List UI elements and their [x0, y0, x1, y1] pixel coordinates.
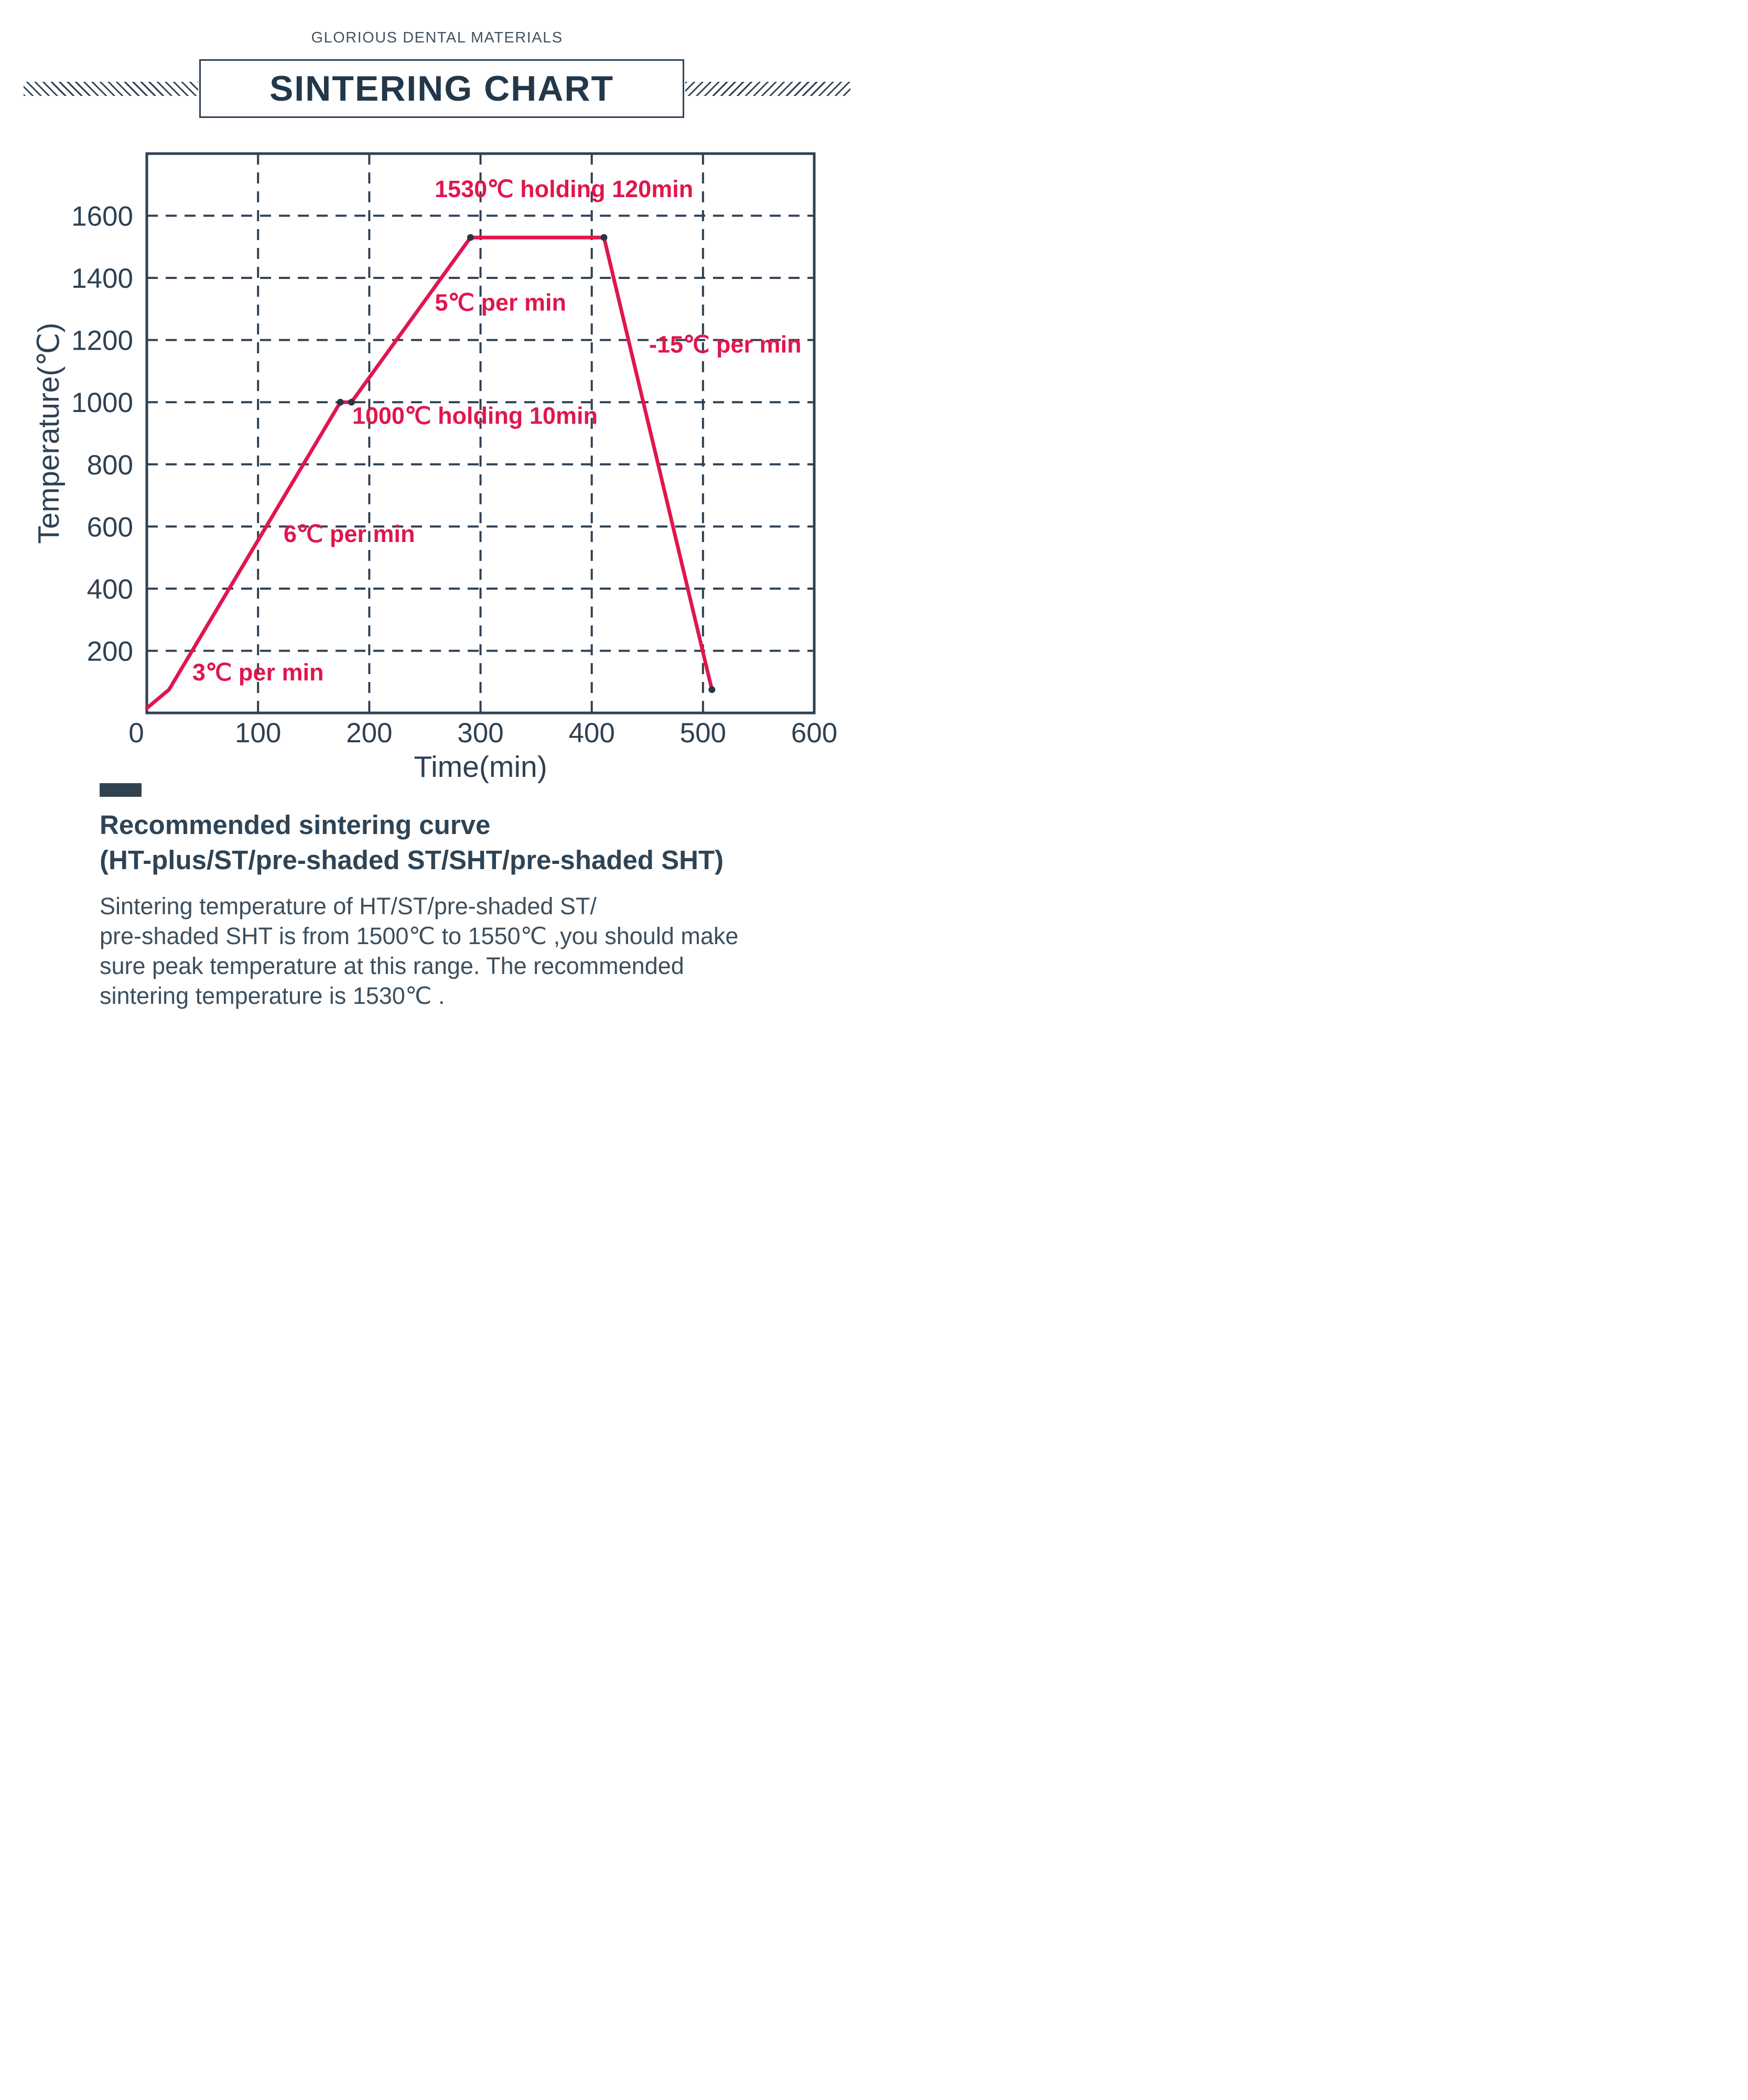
curve-annotation: 1000℃ holding 10min: [352, 403, 598, 429]
footer-heading-line1: Recommended sintering curve: [100, 810, 491, 840]
right-hatch-decoration: [685, 82, 850, 96]
x-tick-label: 0: [128, 718, 144, 749]
footer-heading-line2: (HT-plus/ST/pre-shaded ST/SHT/pre-shaded…: [100, 845, 724, 875]
curve-marker: [600, 234, 608, 241]
y-tick-label: 800: [87, 450, 133, 481]
x-tick-label: 400: [568, 718, 614, 749]
title-box: SINTERING CHART: [199, 59, 684, 118]
curve-marker: [708, 686, 716, 694]
paragraph-line: Sintering temperature of HT/ST/pre-shade…: [100, 893, 597, 919]
x-tick-label: 600: [791, 718, 837, 749]
y-tick-label: 1400: [71, 263, 133, 294]
left-hatch-decoration: [24, 82, 198, 96]
y-tick-label: 1200: [71, 326, 133, 356]
brand-name: GLORIOUS DENTAL MATERIALS: [311, 29, 563, 46]
y-tick-label: 1000: [71, 387, 133, 418]
curve-annotation: 1530℃ holding 120min: [435, 176, 693, 202]
page: GLORIOUS DENTAL MATERIALS SINTERING CHAR…: [0, 0, 874, 1050]
x-tick-label: 300: [457, 718, 503, 749]
x-tick-label: 200: [346, 718, 392, 749]
curve-annotation: 3℃ per min: [192, 659, 324, 686]
footer-heading: Recommended sintering curve (HT-plus/ST/…: [100, 807, 844, 878]
x-axis-title: Time(min): [414, 750, 547, 784]
y-axis-title: Temperature(℃): [32, 323, 66, 544]
footer-paragraph: Sintering temperature of HT/ST/pre-shade…: [100, 891, 823, 1011]
curve-annotation: -15℃ per min: [649, 331, 802, 358]
paragraph-line: pre-shaded SHT is from 1500℃ to 1550℃ ,y…: [100, 923, 739, 950]
curve-annotation: 6℃ per min: [284, 521, 415, 547]
plot-border: [145, 152, 816, 715]
y-tick-label: 400: [87, 574, 133, 605]
curve-annotation: 5℃ per min: [435, 289, 566, 316]
curve-marker: [467, 234, 474, 241]
section-marker: [100, 783, 142, 797]
paragraph-line: sintering temperature is 1530℃ .: [100, 982, 445, 1010]
sintering-chart-svg: 1530℃ holding 120min 5℃ per min -15℃ per m…: [32, 152, 837, 784]
x-tick-label: 100: [235, 718, 281, 749]
paragraph-line: sure peak temperature at this range. The…: [100, 952, 684, 980]
page-title: SINTERING CHART: [269, 69, 614, 109]
curve-marker: [337, 398, 344, 406]
chart-figure: 1530℃ holding 120min 5℃ per min -15℃ per m…: [0, 126, 874, 797]
temperature-curve: [145, 235, 714, 710]
curve-marker: [348, 398, 355, 406]
y-tick-label: 1600: [71, 201, 133, 232]
y-tick-label: 600: [87, 512, 133, 543]
y-tick-label: 200: [87, 636, 133, 667]
x-tick-label: 500: [680, 718, 726, 749]
